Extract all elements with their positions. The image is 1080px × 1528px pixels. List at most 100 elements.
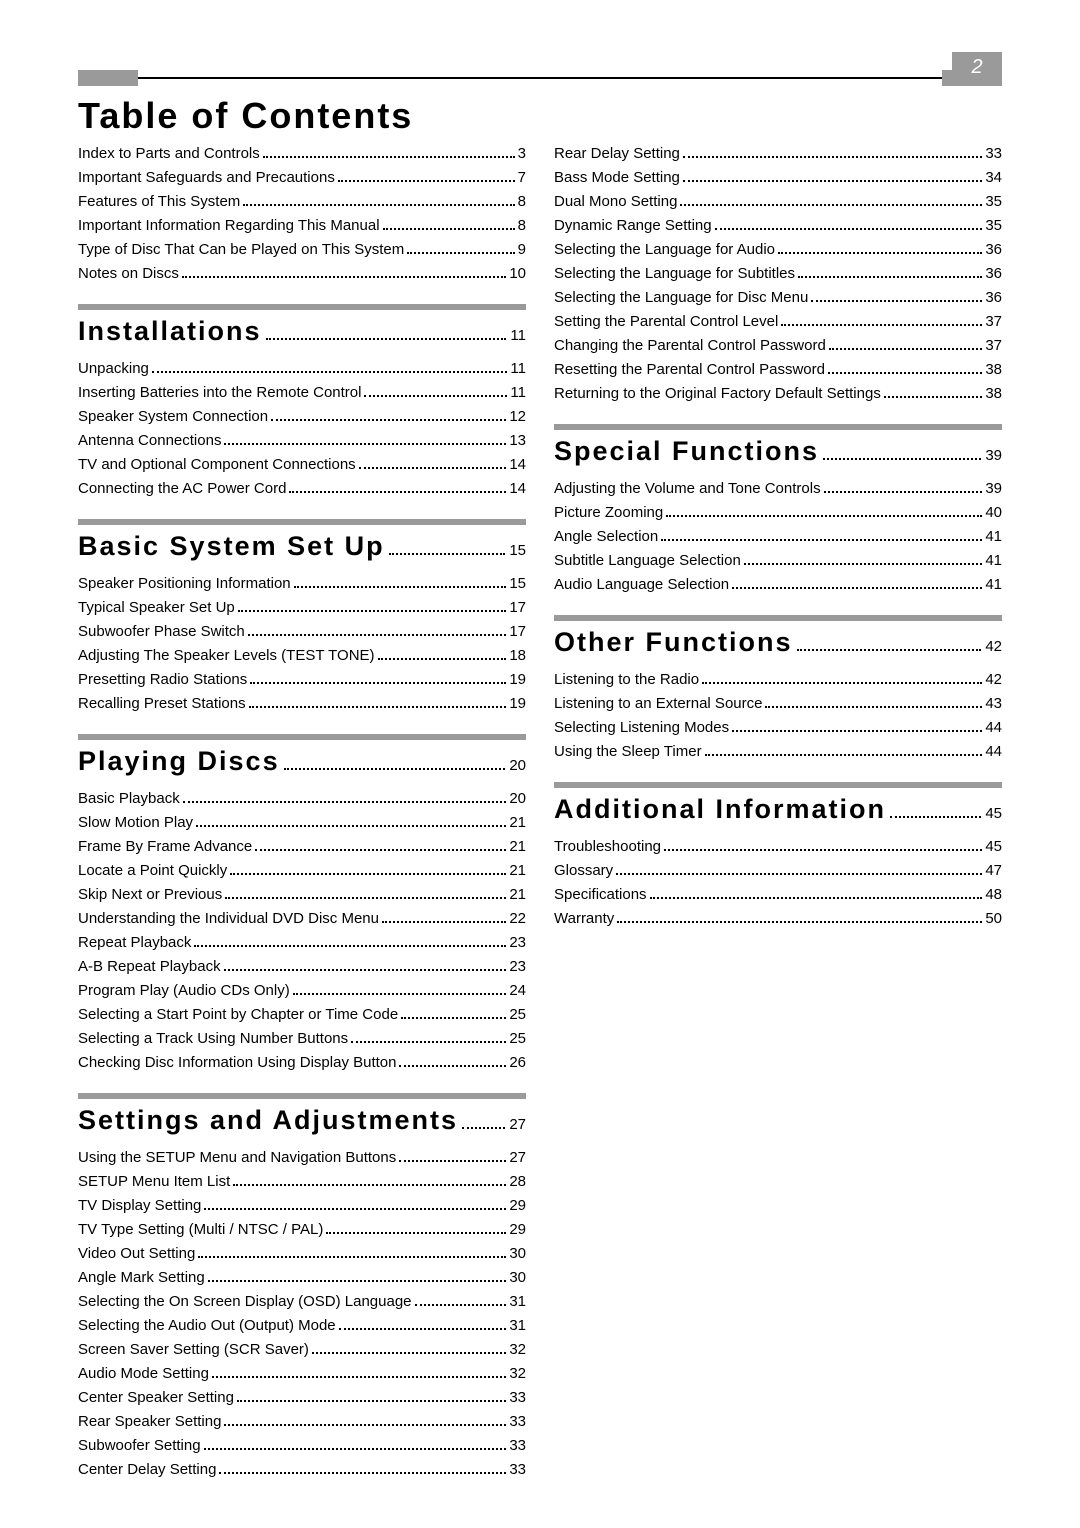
section-heading: Installations11 <box>78 316 526 347</box>
toc-item-page: 24 <box>509 979 526 1003</box>
toc-item: Antenna Connections13 <box>78 429 526 453</box>
leader-dots <box>230 873 506 875</box>
decorative-bar-left <box>78 70 138 86</box>
section-title: Basic System Set Up <box>78 531 385 562</box>
toc-item-label: Program Play (Audio CDs Only) <box>78 979 290 1003</box>
toc-item: TV Display Setting29 <box>78 1194 526 1218</box>
toc-item: Locate a Point Quickly21 <box>78 859 526 883</box>
toc-item-page: 35 <box>985 214 1002 238</box>
toc-item-page: 29 <box>509 1194 526 1218</box>
toc-item-page: 30 <box>509 1242 526 1266</box>
toc-item-page: 14 <box>509 477 526 501</box>
section-heading: Additional Information45 <box>554 794 1002 825</box>
toc-item-label: A-B Repeat Playback <box>78 955 221 979</box>
leader-dots <box>664 849 982 851</box>
toc-item-page: 19 <box>509 692 526 716</box>
toc-item-label: Understanding the Individual DVD Disc Me… <box>78 907 379 931</box>
toc-item: Selecting a Track Using Number Buttons25 <box>78 1027 526 1051</box>
toc-item-label: SETUP Menu Item List <box>78 1170 230 1194</box>
toc-item: Dynamic Range Setting 35 <box>554 214 1002 238</box>
toc-item-label: Features of This System <box>78 190 240 214</box>
toc-item-page: 20 <box>509 787 526 811</box>
toc-item: Dual Mono Setting35 <box>554 190 1002 214</box>
toc-item-label: Subwoofer Phase Switch <box>78 620 245 644</box>
section-divider <box>554 782 1002 788</box>
toc-item: Rear Delay Setting33 <box>554 142 1002 166</box>
toc-item-label: Selecting Listening Modes <box>554 716 729 740</box>
toc-item-page: 34 <box>985 166 1002 190</box>
toc-item: Typical Speaker Set Up17 <box>78 596 526 620</box>
toc-item-label: Rear Delay Setting <box>554 142 680 166</box>
left-sections: Installations11Unpacking11Inserting Batt… <box>78 304 526 1482</box>
toc-item-label: Warranty <box>554 907 614 931</box>
toc-item-label: Notes on Discs <box>78 262 179 286</box>
decorative-top-line <box>138 77 942 79</box>
section-title: Special Functions <box>554 436 819 467</box>
toc-item: Selecting the Audio Out (Output) Mode31 <box>78 1314 526 1338</box>
toc-item-page: 41 <box>985 549 1002 573</box>
section-page: 42 <box>985 638 1002 655</box>
toc-item-page: 42 <box>985 668 1002 692</box>
toc-item-label: Index to Parts and Controls <box>78 142 260 166</box>
toc-item-page: 21 <box>509 859 526 883</box>
toc-item: Angle Selection41 <box>554 525 1002 549</box>
leader-dots <box>824 491 983 493</box>
toc-item-label: Dynamic Range Setting <box>554 214 712 238</box>
leader-dots <box>204 1208 506 1210</box>
toc-item: Rear Speaker Setting33 <box>78 1410 526 1434</box>
leader-dots <box>212 1376 506 1378</box>
toc-item-page: 39 <box>985 477 1002 501</box>
toc-item: Video Out Setting30 <box>78 1242 526 1266</box>
leader-dots <box>401 1017 506 1019</box>
leader-dots <box>683 180 982 182</box>
section-page: 27 <box>509 1116 526 1133</box>
toc-item-page: 40 <box>985 501 1002 525</box>
leader-dots <box>219 1472 506 1474</box>
toc-item-page: 37 <box>985 334 1002 358</box>
toc-item: Listening to an External Source43 <box>554 692 1002 716</box>
section-heading: Other Functions42 <box>554 627 1002 658</box>
toc-item-page: 31 <box>509 1290 526 1314</box>
toc-item-page: 11 <box>510 381 526 405</box>
leader-dots <box>359 467 507 469</box>
toc-item-page: 18 <box>509 644 526 668</box>
toc-item-label: Audio Language Selection <box>554 573 729 597</box>
toc-item: Adjusting The Speaker Levels (TEST TONE)… <box>78 644 526 668</box>
leader-dots <box>797 649 982 651</box>
toc-item-label: Checking Disc Information Using Display … <box>78 1051 396 1075</box>
leader-dots <box>289 491 506 493</box>
toc-item-page: 9 <box>518 238 526 262</box>
toc-item: Changing the Parental Control Password37 <box>554 334 1002 358</box>
toc-item-page: 27 <box>509 1146 526 1170</box>
toc-item-label: Skip Next or Previous <box>78 883 222 907</box>
toc-item-label: Type of Disc That Can be Played on This … <box>78 238 404 262</box>
toc-item-label: Setting the Parental Control Level <box>554 310 778 334</box>
toc-item-page: 44 <box>985 740 1002 764</box>
toc-columns: Index to Parts and Controls3Important Sa… <box>78 142 1002 1482</box>
page-title: Table of Contents <box>78 95 413 137</box>
toc-item-label: Resetting the Parental Control Password <box>554 358 825 382</box>
leader-dots <box>744 563 983 565</box>
toc-item: Specifications48 <box>554 883 1002 907</box>
toc-item: Presetting Radio Stations19 <box>78 668 526 692</box>
leader-dots <box>828 372 982 374</box>
toc-item-page: 28 <box>509 1170 526 1194</box>
toc-item: Selecting the Language for Disc Menu36 <box>554 286 1002 310</box>
toc-item: Important Safeguards and Precautions7 <box>78 166 526 190</box>
leader-dots <box>284 768 506 770</box>
leader-dots <box>338 180 515 182</box>
toc-item-label: Center Speaker Setting <box>78 1386 234 1410</box>
toc-item: Angle Mark Setting30 <box>78 1266 526 1290</box>
section-divider <box>78 519 526 525</box>
leader-dots <box>208 1280 507 1282</box>
toc-item-label: Dual Mono Setting <box>554 190 677 214</box>
toc-item: Speaker System Connection12 <box>78 405 526 429</box>
toc-item: Speaker Positioning Information15 <box>78 572 526 596</box>
leader-dots <box>204 1448 507 1450</box>
toc-item-page: 23 <box>509 931 526 955</box>
toc-item: Recalling Preset Stations19 <box>78 692 526 716</box>
toc-item-label: Important Information Regarding This Man… <box>78 214 380 238</box>
leader-dots <box>890 816 981 818</box>
leader-dots <box>829 348 982 350</box>
toc-item-label: Adjusting The Speaker Levels (TEST TONE) <box>78 644 375 668</box>
